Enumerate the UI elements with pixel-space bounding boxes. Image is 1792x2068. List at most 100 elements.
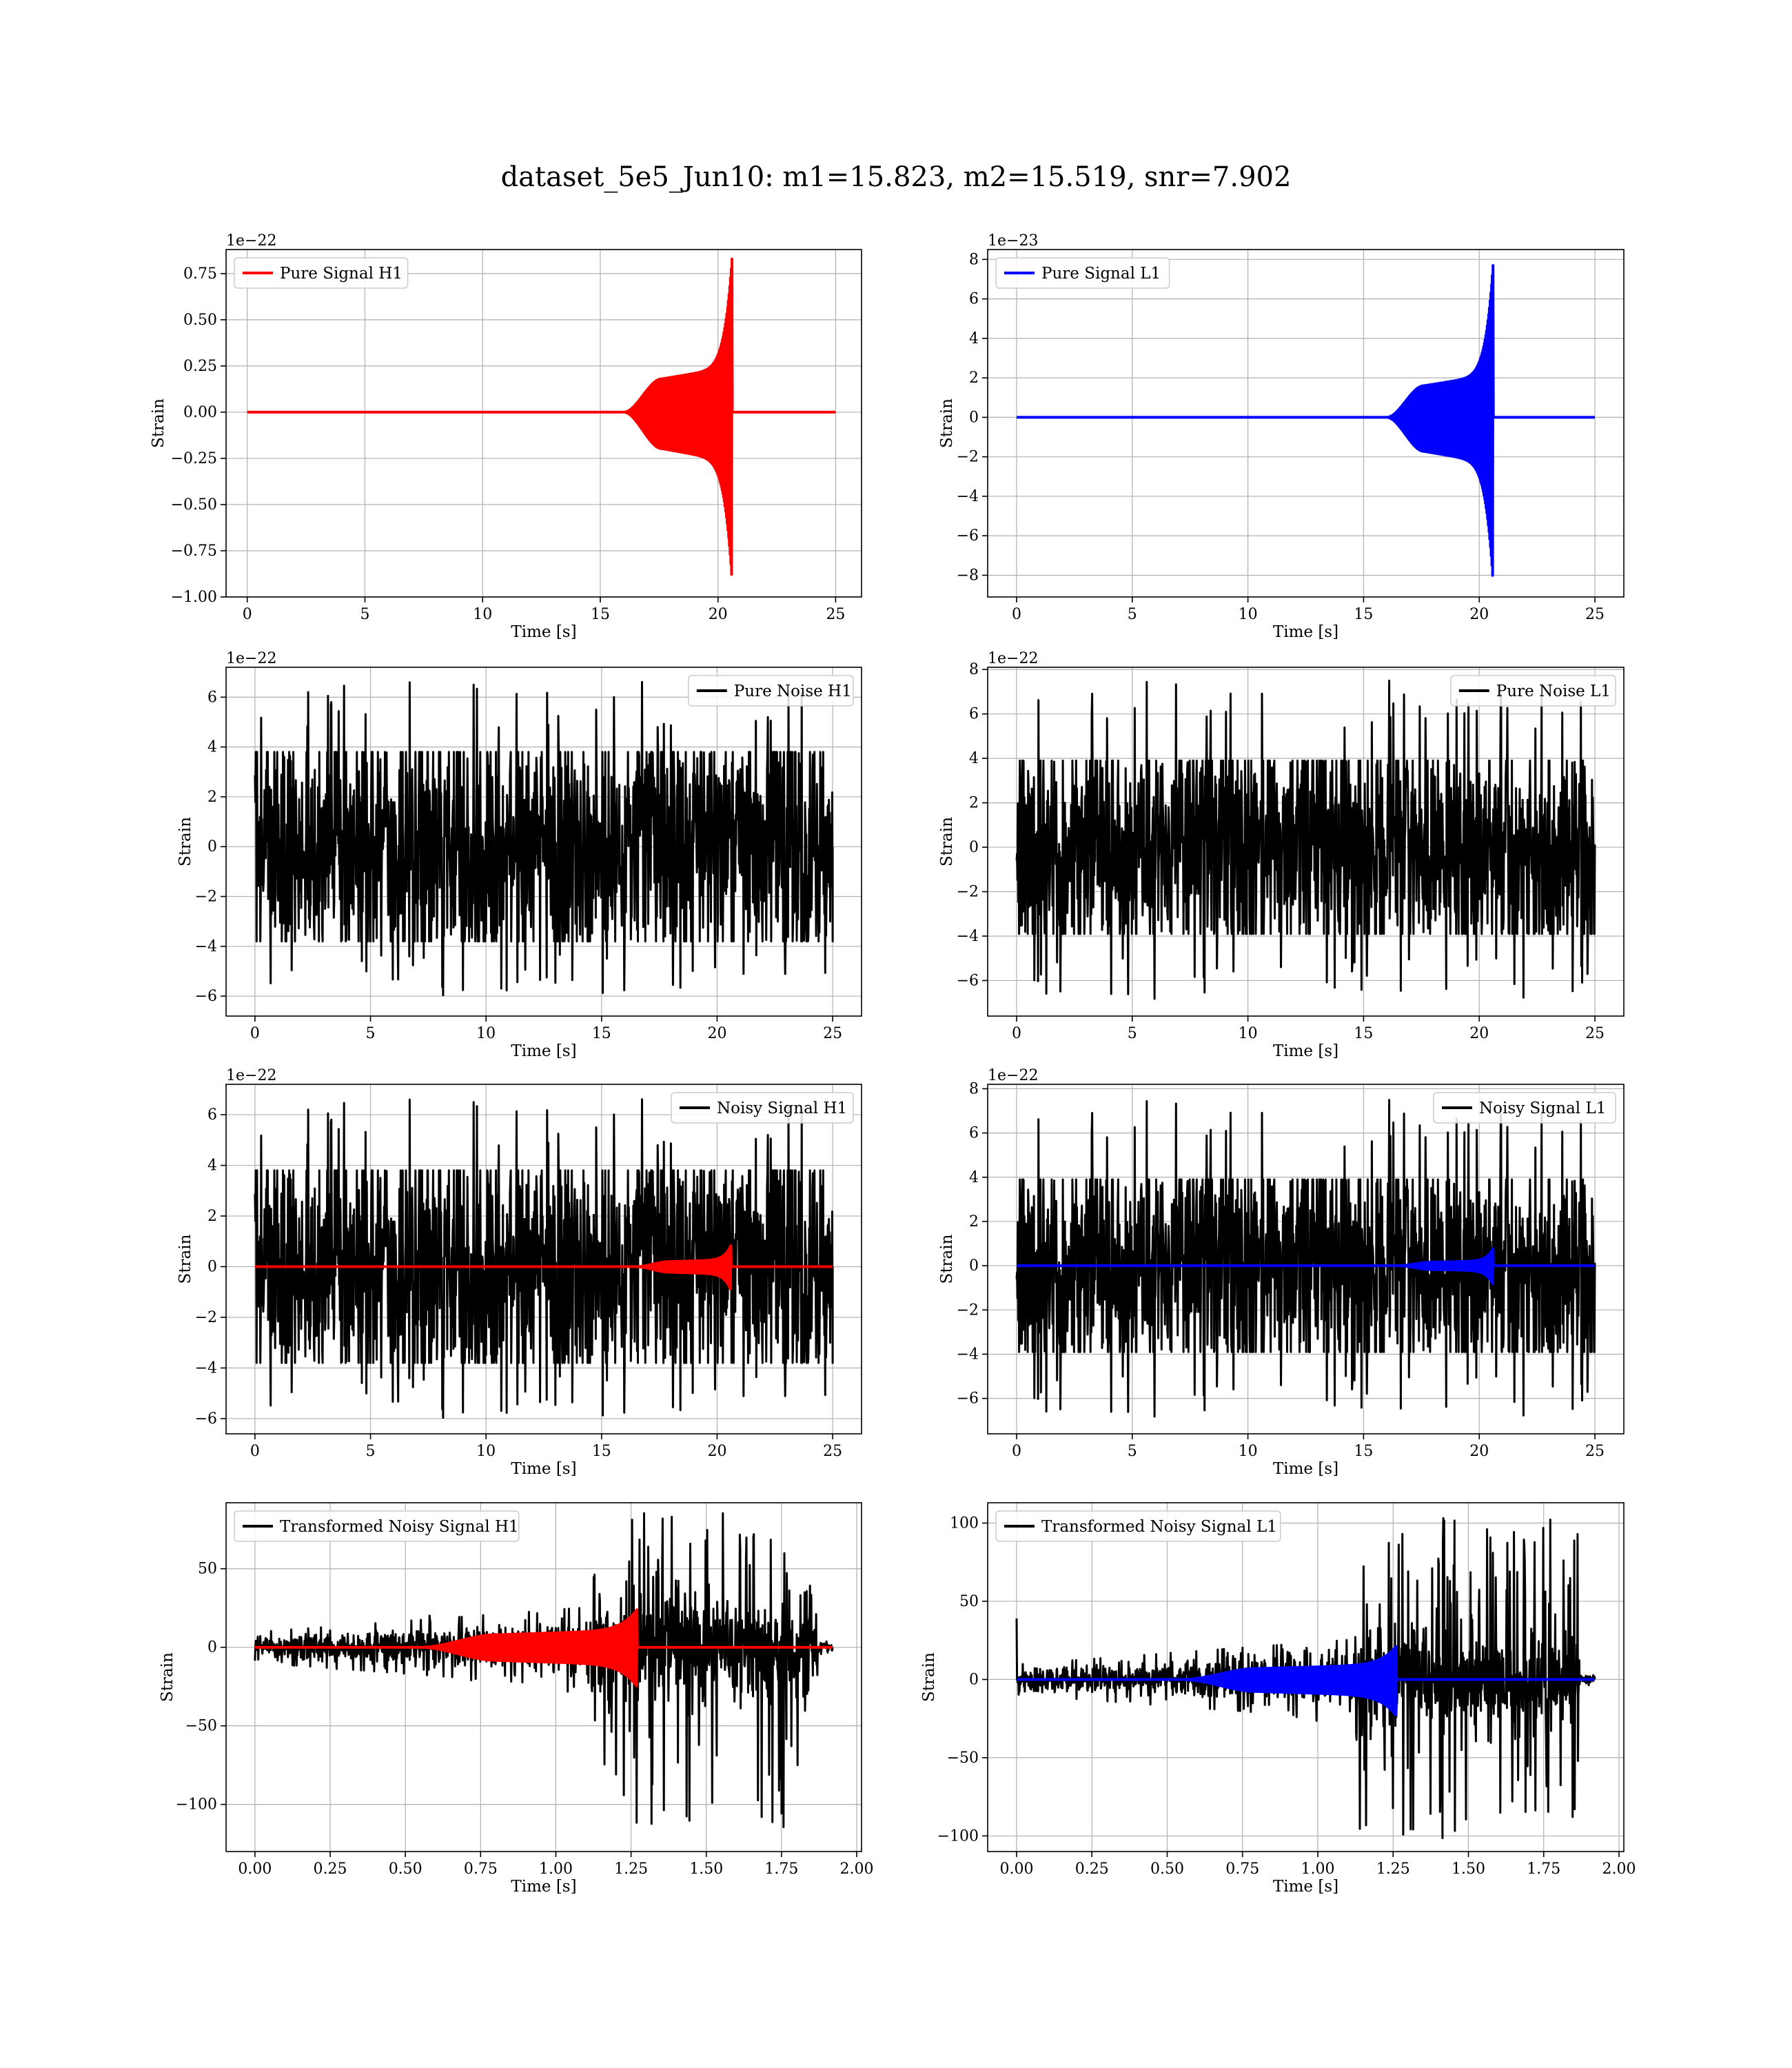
x-tick-label: 0: [1012, 1443, 1021, 1460]
y-tick-label: 0.75: [183, 265, 217, 283]
legend-box: [234, 1510, 520, 1542]
y-tick-label: 100: [950, 1514, 979, 1532]
y-axis-label: Strain: [938, 398, 956, 448]
x-tick-label: 20: [707, 1443, 726, 1460]
x-tick-label: 1.50: [689, 1861, 723, 1878]
chart-noisy-signal-h1: 0 5 10 15 20 25 −6 −4 −2 0 2 4 6 Time [s] Strain 1e−22 N…: [176, 1067, 862, 1478]
y-tick-label: −100: [176, 1796, 217, 1814]
x-tick-label: 1.00: [539, 1861, 573, 1878]
x-tick-label: 1.75: [1527, 1861, 1560, 1878]
y-tick-label: −0.25: [171, 450, 217, 467]
axes-frame: [987, 249, 1625, 598]
y-axis-label: Strain: [150, 398, 167, 448]
y-tick-label: −100: [937, 1827, 979, 1845]
x-tick-label: 20: [1469, 1025, 1489, 1042]
legend: Pure Noise L1: [1450, 675, 1616, 707]
y-tick-label: 50: [198, 1561, 217, 1578]
gridlines: [226, 250, 862, 598]
x-tick-label: 1.25: [1376, 1861, 1410, 1878]
legend-label: Pure Signal L1: [1041, 265, 1161, 283]
y-tick-label: 0: [969, 409, 979, 426]
chart-pure-noise-l1: 0 5 10 15 20 25 −6 −4 −2 0 2 4 6 8 Time [s] Strain 1e−22…: [938, 650, 1625, 1060]
x-axis-label: Time [s]: [511, 623, 576, 641]
x-tick-label: 1.50: [1452, 1861, 1485, 1878]
legend-box: [1450, 675, 1616, 707]
x-tick-label: 25: [1585, 1443, 1605, 1460]
y-axis-label: Strain: [920, 1652, 938, 1702]
x-tick-label: 20: [1469, 606, 1489, 623]
series-line-pure-signal-h1: [246, 257, 837, 576]
x-tick-label: 0.25: [1075, 1861, 1109, 1878]
figure-title: dataset_5e5_Jun10: m1=15.823, m2=15.519,…: [501, 161, 1292, 193]
y-tick-label: 6: [969, 1125, 979, 1142]
axes-frame: [225, 249, 862, 598]
y-tick-label: −6: [195, 1410, 217, 1428]
y-tick-label: 8: [969, 251, 979, 268]
plot-area: [1015, 1517, 1596, 1839]
gridlines: [988, 667, 1624, 1016]
legend-label: Noisy Signal H1: [717, 1099, 847, 1117]
offset-label: 1e−22: [988, 650, 1038, 667]
legend-label: Transformed Noisy Signal H1: [280, 1518, 519, 1536]
x-tick-label: 1.00: [1301, 1861, 1334, 1878]
axes-frame: [225, 1084, 862, 1435]
y-tick-label: 2: [969, 1213, 979, 1230]
y-tick-label: 2: [969, 369, 979, 387]
plot-area: [1015, 1099, 1596, 1418]
x-tick-label: 5: [360, 606, 369, 623]
x-axis-label: Time [s]: [511, 1042, 576, 1060]
x-tick-label: 2.00: [840, 1861, 874, 1878]
legend-box: [1433, 1092, 1616, 1124]
y-tick-label: 8: [969, 661, 979, 678]
x-tick-label: 5: [1128, 1025, 1137, 1042]
x-tick-label: 25: [1585, 1025, 1605, 1042]
plot-area: [246, 257, 837, 576]
y-tick-label: 0: [207, 1259, 217, 1276]
gridlines: [988, 250, 1624, 597]
legend-label: Transformed Noisy Signal L1: [1041, 1518, 1277, 1536]
x-tick-label: 2.00: [1602, 1861, 1636, 1878]
y-axis-label: Strain: [176, 817, 194, 866]
x-tick-label: 25: [823, 1025, 842, 1042]
x-tick-label: 0: [1012, 606, 1021, 623]
legend: Transformed Noisy Signal H1: [234, 1510, 520, 1542]
legend: Pure Noise H1: [688, 675, 854, 707]
legend-box: [995, 257, 1170, 289]
legend-label: Noisy Signal L1: [1479, 1099, 1606, 1117]
chart-noisy-signal-l1: 0 5 10 15 20 25 −6 −4 −2 0 2 4 6 8 Time [s] Strain 1e−22…: [938, 1067, 1625, 1478]
y-tick-label: 6: [207, 689, 217, 706]
y-tick-label: 0: [969, 1671, 979, 1688]
y-tick-label: −8: [957, 567, 979, 585]
legend-box: [995, 1510, 1281, 1542]
x-tick-label: 1.75: [764, 1861, 798, 1878]
legend-box: [688, 675, 854, 707]
y-tick-label: 50: [959, 1593, 979, 1610]
y-tick-label: 0: [207, 1639, 217, 1656]
legend-label: Pure Noise H1: [734, 682, 852, 700]
series-line-pure-noise-h1: [254, 680, 834, 997]
x-axis-label: Time [s]: [511, 1460, 576, 1478]
y-tick-label: 2: [969, 795, 979, 812]
y-tick-label: −2: [957, 884, 979, 901]
x-tick-label: 0.00: [999, 1861, 1033, 1878]
chart-transformed-noisy-signal-l1: 0.00 0.25 0.50 0.75 1.00 1.25 1.50 1.75 2.00 −100…: [920, 1502, 1636, 1896]
y-tick-label: 8: [969, 1080, 979, 1097]
y-axis-label: Strain: [938, 1234, 956, 1284]
y-tick-label: 6: [969, 291, 979, 308]
y-tick-label: 4: [969, 330, 979, 347]
x-axis-label: Time [s]: [1273, 623, 1338, 641]
x-tick-label: 25: [823, 1443, 842, 1460]
y-tick-label: −6: [957, 527, 979, 545]
y-tick-label: −2: [957, 449, 979, 466]
y-tick-label: 0.50: [183, 312, 217, 329]
legend: Transformed Noisy Signal L1: [995, 1510, 1281, 1542]
y-tick-label: 0: [969, 1257, 979, 1275]
y-tick-label: −2: [957, 1301, 979, 1319]
offset-label: 1e−22: [226, 650, 276, 667]
y-tick-label: −0.50: [171, 496, 217, 514]
chart-pure-signal-l1: 0 5 10 15 20 25 −8 −6 −4 −2 0 2 4 6 8 Time [s] Strain 1e−…: [938, 232, 1625, 641]
plot-area: [254, 680, 834, 997]
axes-frame: [225, 1502, 862, 1852]
y-tick-label: −4: [195, 1359, 217, 1377]
